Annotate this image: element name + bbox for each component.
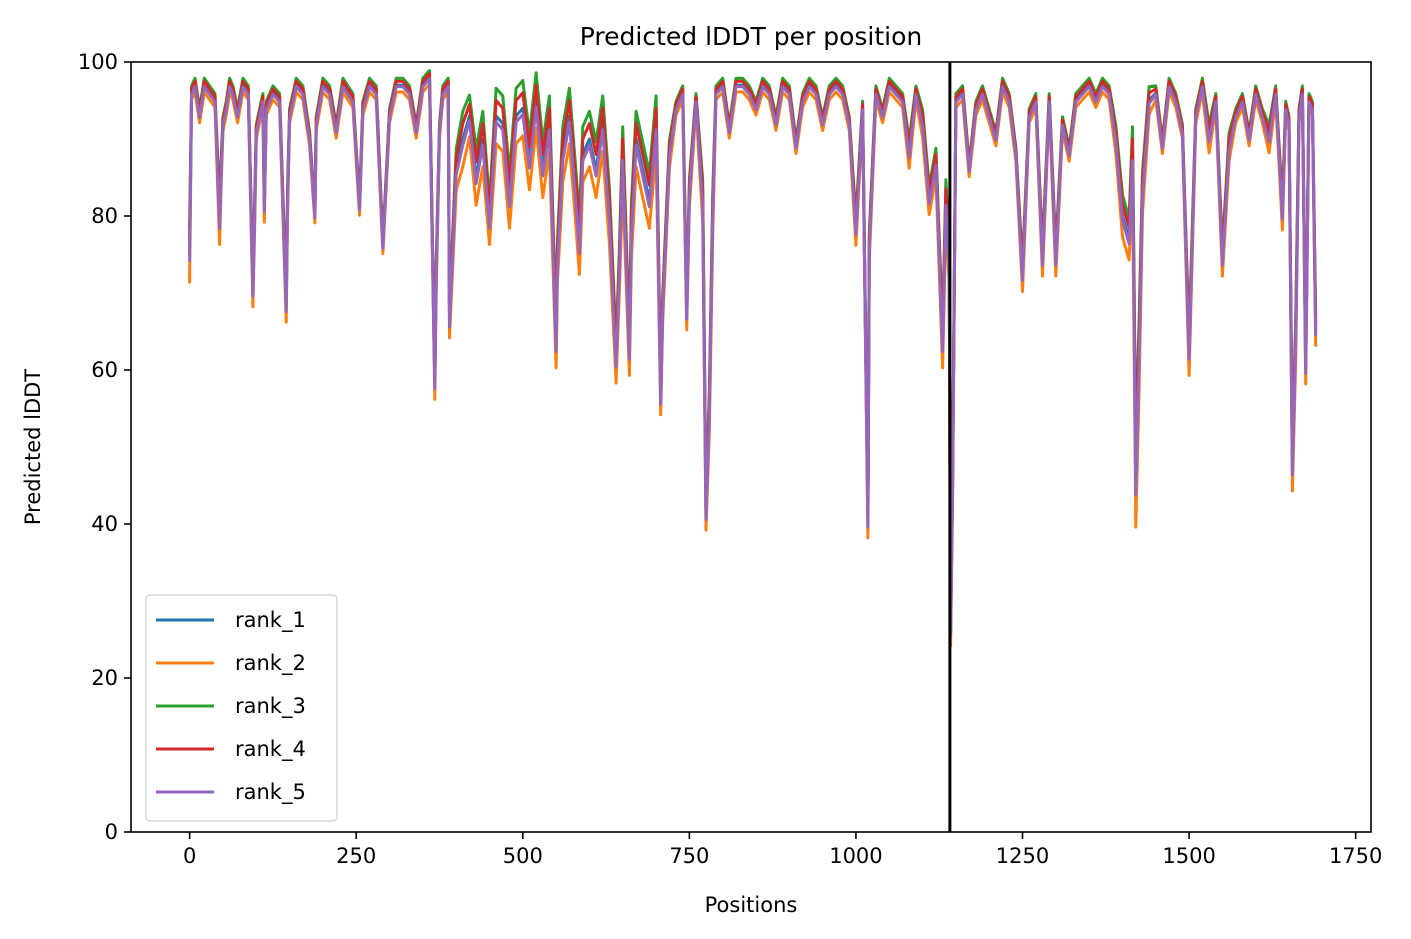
y-tick-label: 60	[91, 358, 118, 382]
legend-label-rank_3: rank_3	[235, 694, 306, 719]
x-tick-label: 1750	[1329, 844, 1382, 868]
plot-frame	[130, 61, 1372, 833]
x-tick-label: 1250	[996, 844, 1049, 868]
legend-label-rank_4: rank_4	[235, 737, 306, 762]
legend: rank_1 rank_2 rank_3 rank_4 rank_5	[145, 594, 338, 822]
series-layer	[188, 69, 1318, 648]
x-tick-label: 1500	[1162, 844, 1215, 868]
chart-title: Predicted lDDT per position	[580, 22, 922, 51]
y-tick-label: 80	[91, 204, 118, 228]
y-tick-label: 100	[78, 50, 118, 74]
y-tick-label: 40	[91, 512, 118, 536]
x-tick-label: 250	[336, 844, 376, 868]
x-tick-label: 750	[669, 844, 709, 868]
legend-label-rank_5: rank_5	[235, 780, 306, 805]
x-tick-label: 0	[183, 844, 196, 868]
x-axis: 0 250 500 750 1000 1250 1500 1750	[183, 832, 1382, 868]
y-tick-label: 20	[91, 666, 118, 690]
x-tick-label: 500	[503, 844, 543, 868]
y-tick-label: 0	[105, 820, 118, 844]
legend-label-rank_1: rank_1	[235, 608, 306, 633]
series-line-rank_5	[188, 77, 1318, 637]
x-tick-label: 1000	[829, 844, 882, 868]
legend-label-rank_2: rank_2	[235, 651, 306, 676]
x-axis-title: Positions	[705, 893, 798, 917]
y-axis: 0 20 40 60 80 100	[78, 50, 131, 844]
legend-box	[145, 594, 338, 822]
y-axis-title: Predicted lDDT	[21, 369, 45, 525]
